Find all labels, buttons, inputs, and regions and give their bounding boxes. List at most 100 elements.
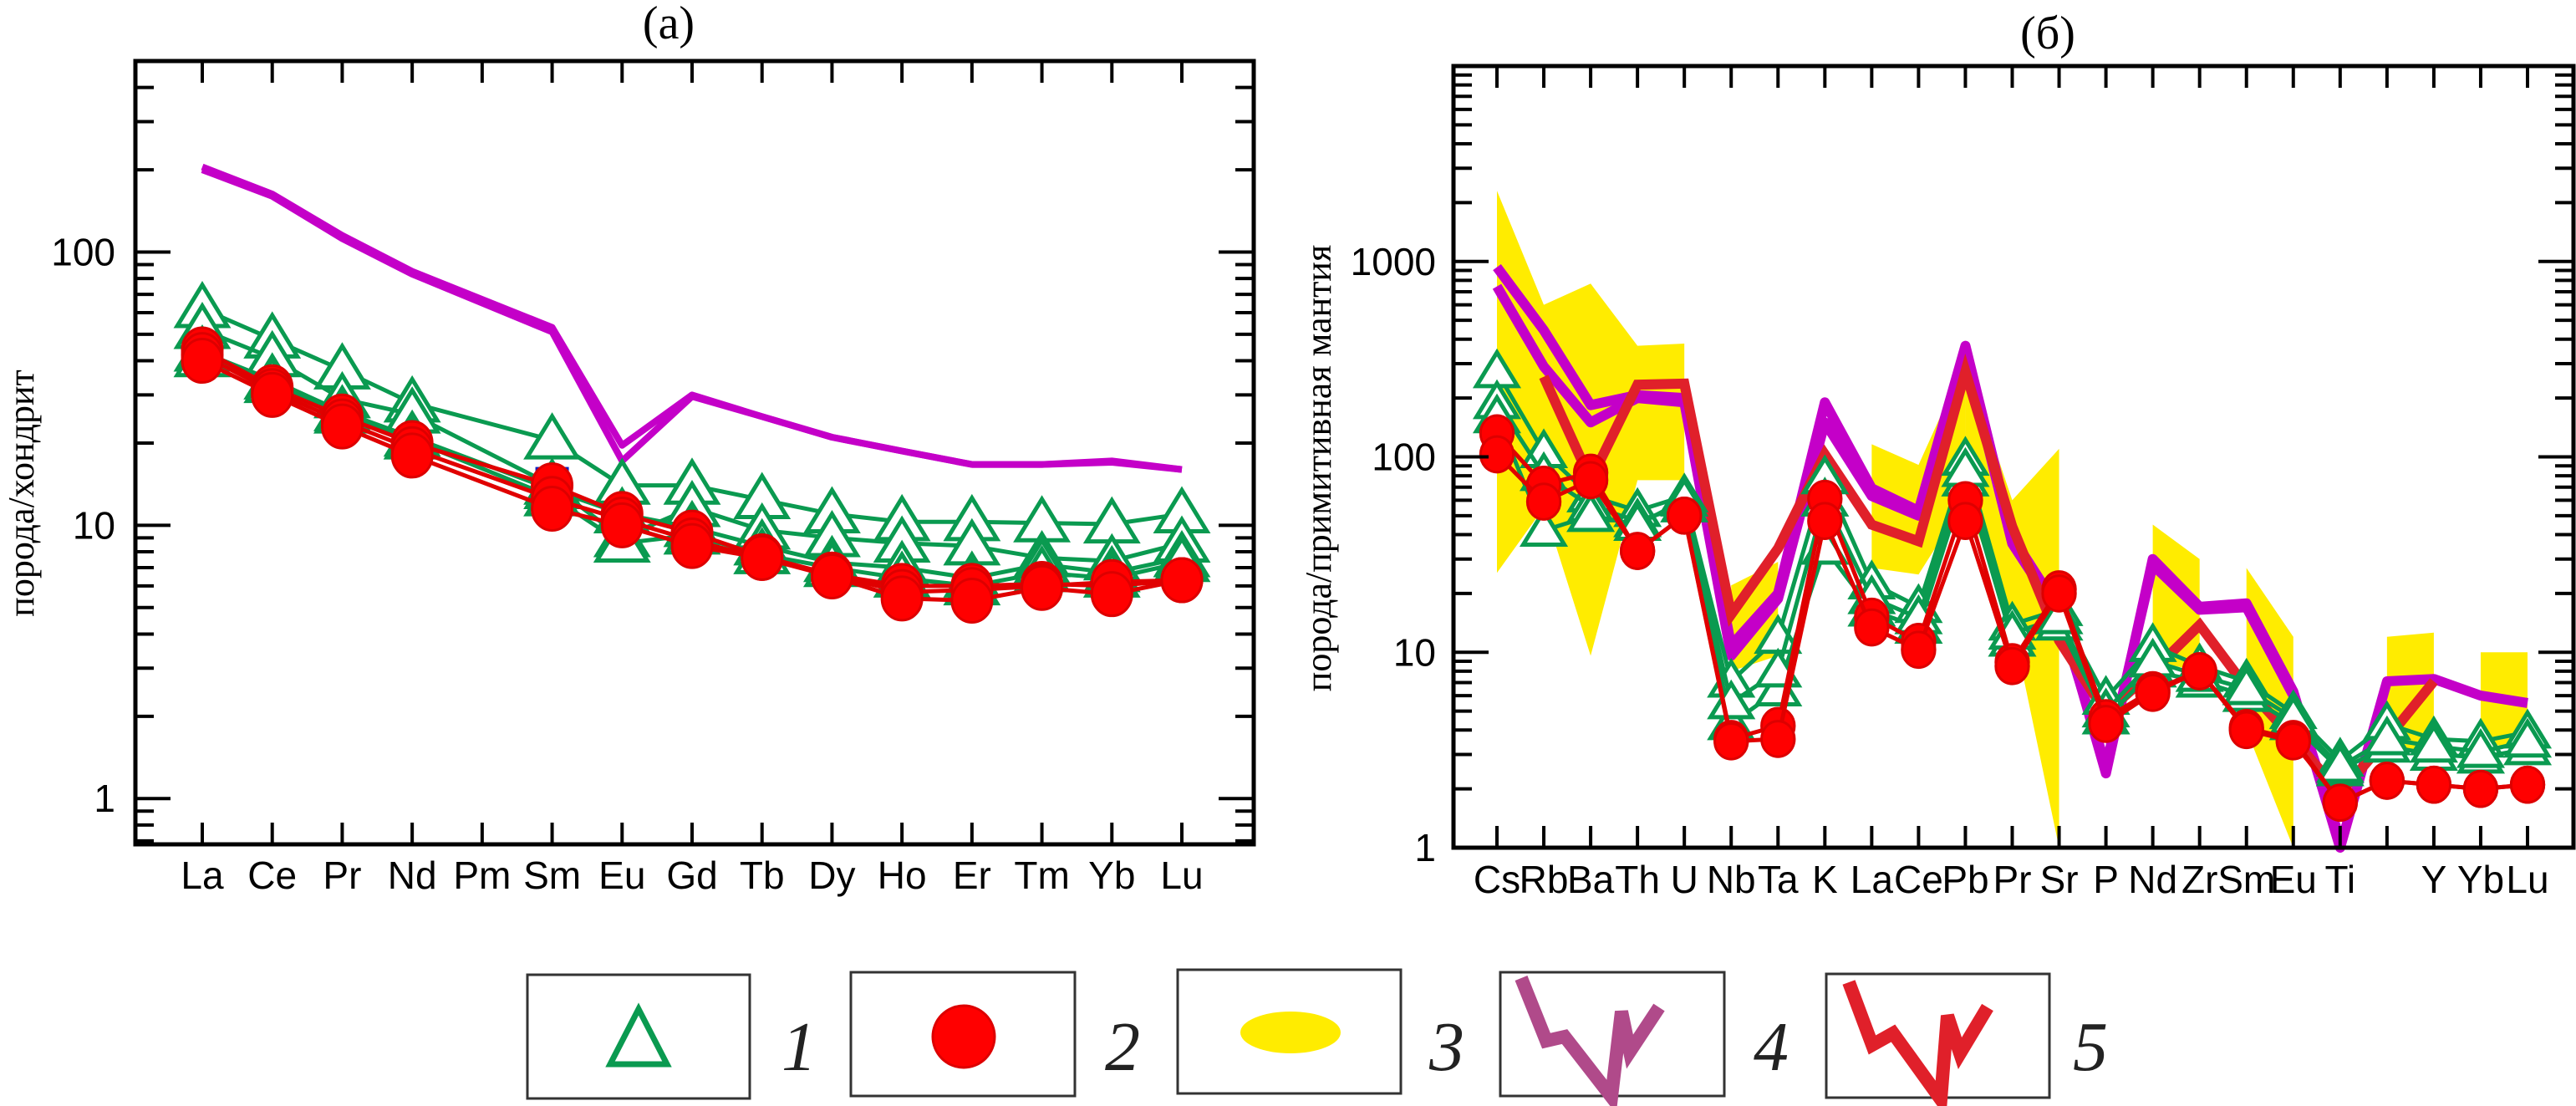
x-tick-label: U <box>1671 858 1698 901</box>
legend-item-3: 3 <box>1176 968 1464 1095</box>
circle-marker <box>2509 765 2546 804</box>
x-tick-label: Sm <box>2217 858 2275 901</box>
triangle-marker-icon <box>605 1002 672 1068</box>
x-tick-label: Nb <box>1707 858 1756 901</box>
x-tick-label: Lu <box>2506 858 2548 901</box>
x-tick-label: Lu <box>1160 854 1203 897</box>
x-tick-label: Ta <box>1758 858 1799 901</box>
zigzag-line-icon <box>1842 980 1993 1106</box>
x-tick-label: Pm <box>453 854 511 897</box>
circle-marker <box>1947 502 1983 540</box>
chart-a-ylabel: порода/хондрит <box>1 370 42 616</box>
x-tick-label: Pb <box>1942 858 1988 901</box>
triangle-marker <box>2409 722 2458 763</box>
x-tick-label: Ce <box>1894 858 1943 901</box>
circle-marker <box>1479 435 1515 474</box>
legend-label: 2 <box>1105 1008 1140 1086</box>
x-tick-label: K <box>1812 858 1838 901</box>
y-tick-label: 100 <box>1372 436 1436 479</box>
circle-marker <box>251 371 294 418</box>
circle-marker <box>1760 720 1796 758</box>
x-tick-label: Ce <box>247 854 297 897</box>
circle-marker <box>2416 765 2452 804</box>
x-tick-label: Zr <box>2181 858 2217 901</box>
x-tick-label: Yb <box>1088 854 1135 897</box>
x-tick-label: Yb <box>2457 858 2504 901</box>
triangle-marker <box>2222 665 2271 706</box>
x-tick-label: Eu <box>2270 858 2317 901</box>
chart-a-frame <box>133 59 1256 847</box>
y-tick-label: 100 <box>51 230 115 273</box>
circle-marker <box>1807 502 1843 540</box>
x-tick-label: Ti <box>2325 858 2356 901</box>
circle-marker <box>600 502 644 548</box>
circle-marker <box>181 338 224 385</box>
circle-marker <box>1572 461 1609 500</box>
x-tick-label: Th <box>1615 858 1660 901</box>
circle-marker <box>1667 497 1703 535</box>
x-tick-label: Gd <box>666 854 717 897</box>
chart-a-title: (а) <box>643 0 695 49</box>
circle-marker <box>741 534 784 581</box>
triangle-marker <box>2362 715 2411 756</box>
x-tick-label: La <box>181 854 224 897</box>
x-tick-label: Tm <box>1014 854 1069 897</box>
series-4-line <box>1492 283 2345 842</box>
circle-marker <box>2322 783 2358 822</box>
circle-marker <box>1525 482 1562 521</box>
circle-marker <box>531 486 574 533</box>
chart-b-title: (б) <box>2020 8 2075 59</box>
x-tick-label: Sr <box>2040 858 2079 901</box>
x-tick-label: Nd <box>2128 858 2177 901</box>
chart-a-axes: La Ce Pr Nd Pm Sm Eu Gd Tb Dy Ho Er Tm Yb Lu 1 10 100 <box>51 59 1254 897</box>
y-tick-label: 1000 <box>1351 240 1436 283</box>
circle-marker <box>2228 711 2264 750</box>
circle-marker <box>880 575 924 622</box>
circle-marker <box>320 403 364 450</box>
triangle-marker <box>2315 742 2365 783</box>
x-tick-label: Ho <box>878 854 927 897</box>
band-swatch-icon <box>1240 1012 1341 1053</box>
y-tick-label: 10 <box>73 503 115 547</box>
circle-marker <box>2181 652 2217 691</box>
x-tick-label: Pr <box>323 854 361 897</box>
legend-label: 3 <box>1428 1008 1464 1086</box>
x-tick-label: Sm <box>523 854 581 897</box>
circle-marker <box>1619 532 1656 570</box>
x-tick-label: Eu <box>598 854 645 897</box>
x-tick-label: Ba <box>1567 858 1615 901</box>
x-tick-label: Pr <box>1993 858 2032 901</box>
triangle-marker <box>1566 492 1616 533</box>
chart-b-ylabel: порода/примитивная мантия <box>1298 245 1339 691</box>
chart-a-plot-area <box>173 163 1211 624</box>
circle-marker <box>1090 571 1133 618</box>
triangle-marker <box>523 412 582 460</box>
circle-marker-icon <box>931 1004 996 1069</box>
x-tick-label: Er <box>953 854 991 897</box>
circle-marker <box>1021 564 1064 611</box>
circle-marker <box>2135 673 2171 712</box>
circle-marker <box>950 577 994 624</box>
series-4-line <box>201 166 1183 473</box>
triangle-marker <box>2456 727 2506 768</box>
circle-marker <box>1854 608 1890 647</box>
legend: 1 2 3 4 5 <box>526 968 2108 1106</box>
y-tick-label: 1 <box>94 777 115 820</box>
legend-item-5: 5 <box>1825 972 2108 1106</box>
circle-marker <box>2462 769 2499 808</box>
x-tick-label: Nd <box>388 854 437 897</box>
circle-marker <box>390 432 434 479</box>
x-tick-label: Tb <box>740 854 785 897</box>
circle-marker <box>1713 722 1749 761</box>
x-tick-label: Cs <box>1474 858 1520 901</box>
triangle-marker <box>1519 507 1569 548</box>
circle-marker <box>670 522 714 569</box>
legend-item-2: 2 <box>849 971 1140 1098</box>
circle-marker <box>2275 722 2311 761</box>
triangle-marker <box>2502 717 2553 758</box>
circle-marker <box>1160 557 1204 604</box>
x-tick-label: P <box>2093 858 2119 901</box>
